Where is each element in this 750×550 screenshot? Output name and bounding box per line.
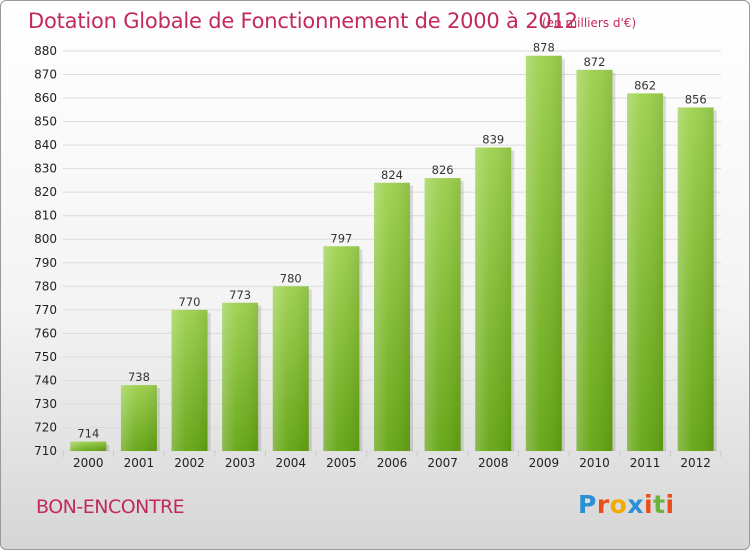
logo-letter: P [578, 490, 597, 519]
bar-highlight [272, 286, 309, 451]
x-tick-label: 2006 [377, 456, 408, 470]
value-label: 773 [229, 288, 251, 302]
y-axis: 710 720 730 740 750 760 770 780 790 800 810 820 830 8… [34, 44, 57, 458]
bar-highlight [70, 441, 107, 451]
y-tick-label: 710 [34, 444, 57, 458]
y-tick-label: 820 [34, 185, 57, 199]
city-name: BON-ENCONTRE [36, 496, 185, 518]
x-tick-label: 2011 [630, 456, 661, 470]
x-tick-label: 2002 [174, 456, 205, 470]
y-tick-label: 770 [34, 303, 57, 317]
x-tick-label: 2007 [427, 456, 458, 470]
y-tick-label: 860 [34, 91, 57, 105]
value-label: 826 [432, 163, 454, 177]
y-tick-label: 780 [34, 279, 57, 293]
y-tick-label: 830 [34, 162, 57, 176]
value-label: 872 [583, 55, 605, 69]
chart-title: Dotation Globale de Fonctionnement de 20… [28, 9, 578, 33]
logo-letter: r [596, 490, 610, 519]
y-tick-label: 840 [34, 138, 57, 152]
y-tick-label: 850 [34, 115, 57, 129]
value-label: 839 [482, 132, 504, 146]
value-labels: 714 738 770 773 780 797 824 826 839 878 872 862 856 [77, 41, 706, 441]
bar-highlight [171, 309, 208, 451]
bar-highlight [475, 147, 512, 451]
bar-highlight [323, 246, 360, 451]
x-tick-label: 2003 [225, 456, 256, 470]
x-tick-label: 2001 [124, 456, 155, 470]
x-tick-label: 2009 [529, 456, 560, 470]
logo-letter: i [665, 490, 675, 519]
value-label: 862 [634, 78, 656, 92]
x-tick-label: 2010 [579, 456, 610, 470]
value-label: 856 [685, 92, 707, 106]
y-tick-label: 800 [34, 232, 57, 246]
y-tick-label: 720 [34, 420, 57, 434]
x-tick-label: 2004 [275, 456, 306, 470]
value-label: 738 [128, 370, 150, 384]
value-label: 780 [280, 271, 302, 285]
x-axis: 2000 2001 2002 2003 2004 2005 2006 2007 2008 2009… [73, 456, 711, 470]
proxiti-logo: Proxiti [578, 490, 675, 519]
bar-highlight [424, 178, 461, 451]
y-tick-label: 730 [34, 397, 57, 411]
value-label: 714 [77, 427, 99, 441]
bar-highlight [525, 55, 562, 452]
bar-highlight [222, 302, 259, 451]
y-tick-label: 880 [34, 44, 57, 58]
x-tick-label: 2005 [326, 456, 357, 470]
y-tick-label: 750 [34, 350, 57, 364]
y-tick-label: 810 [34, 209, 57, 223]
y-tick-label: 740 [34, 373, 57, 387]
bar-highlight [374, 182, 410, 451]
value-label: 878 [533, 41, 555, 55]
logo-letter: i [644, 490, 654, 519]
value-label: 824 [381, 168, 403, 182]
y-tick-label: 870 [34, 68, 57, 82]
x-tick-label: 2000 [73, 456, 104, 470]
bar-highlight [627, 93, 664, 452]
bars [70, 55, 717, 452]
value-label: 797 [330, 231, 352, 245]
y-tick-label: 790 [34, 256, 57, 270]
bar-highlight [120, 385, 157, 451]
bar-highlight [576, 69, 613, 451]
logo-letter: o [609, 490, 628, 519]
y-tick-label: 760 [34, 326, 57, 340]
value-label: 770 [179, 295, 201, 309]
chart-subtitle: (en milliers d'€) [542, 16, 637, 30]
bar-highlight [677, 107, 714, 452]
logo-letter: t [653, 490, 666, 519]
x-tick-label: 2008 [478, 456, 509, 470]
logo-letter: x [627, 490, 644, 519]
x-tick-label: 2012 [680, 456, 711, 470]
